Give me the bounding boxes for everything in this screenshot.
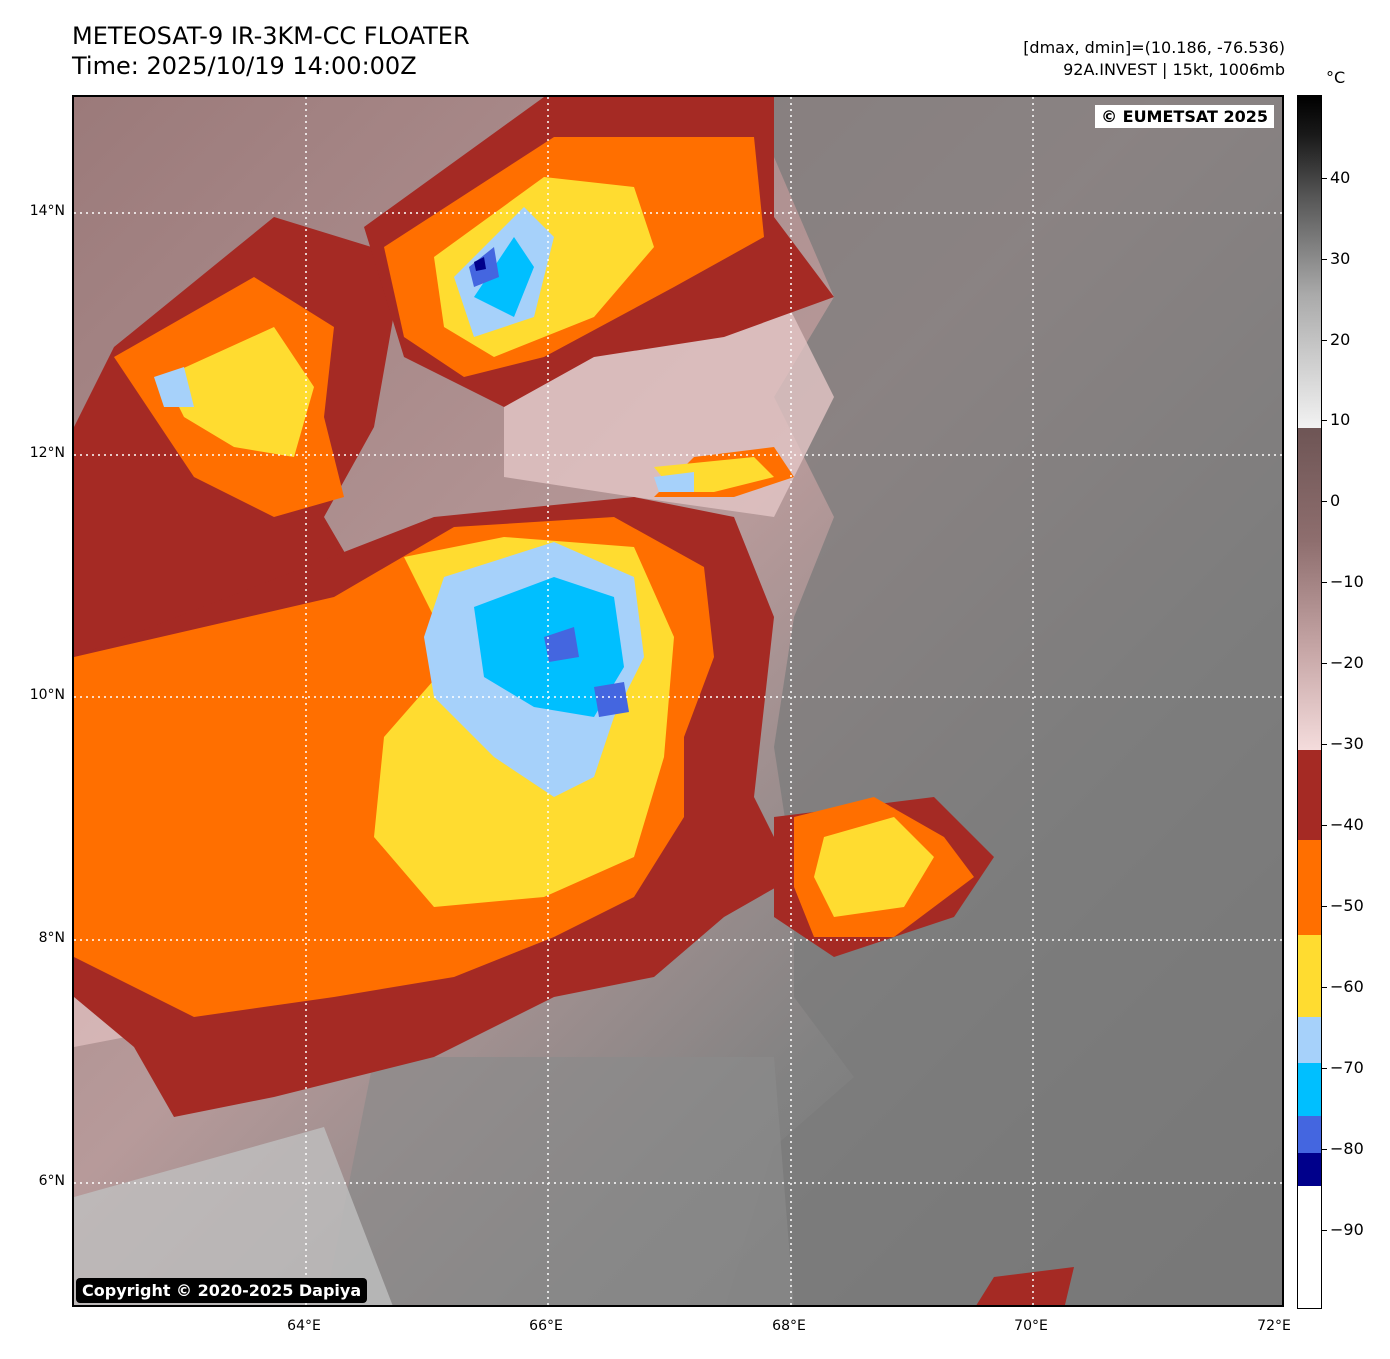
map-time: Time: 2025/10/19 14:00:00Z — [72, 52, 417, 80]
eumetsat-credit: © EUMETSAT 2025 — [1095, 105, 1274, 128]
colorbar-white — [1298, 1186, 1321, 1308]
cloud-se-dark-red — [976, 1267, 1074, 1305]
lon-label-64e: 64°E — [287, 1318, 321, 1334]
cb-tick-m70 — [1322, 1068, 1327, 1069]
graticule — [74, 97, 1282, 1305]
lat-label-12n: 12°N — [29, 445, 65, 461]
lat-label-8n: 8°N — [38, 930, 65, 946]
cloud-north-cyan — [474, 237, 534, 317]
cloud-band-light-blue — [654, 472, 694, 492]
lon-label-72e: 72°E — [1257, 1318, 1291, 1334]
cb-tick-10 — [1322, 420, 1327, 421]
colorbar-royal-blue — [1298, 1116, 1321, 1153]
lon-label-70e: 70°E — [1014, 1318, 1048, 1334]
cb-tick-m40 — [1322, 825, 1327, 826]
cb-tick-40 — [1322, 178, 1327, 179]
gray-region-south — [324, 1057, 794, 1305]
cb-tick-m80 — [1322, 1149, 1327, 1150]
cloud-core-royal-blue — [544, 627, 579, 662]
dmax-dmin-info: [dmax, dmin]=(10.186, -76.536) — [1023, 38, 1285, 57]
cb-label-m80: −80 — [1330, 1139, 1364, 1158]
cb-label-m70: −70 — [1330, 1058, 1364, 1077]
satellite-map: © EUMETSAT 2025 Copyright © 2020-2025 Da… — [72, 95, 1284, 1307]
colorbar-pink-segment — [1298, 428, 1321, 750]
cb-tick-m60 — [1322, 987, 1327, 988]
map-title: METEOSAT-9 IR-3KM-CC FLOATER — [72, 22, 470, 50]
cb-label-m20: −20 — [1330, 653, 1364, 672]
cb-tick-m90 — [1322, 1230, 1327, 1231]
lat-label-14n: 14°N — [29, 203, 65, 219]
colorbar-yellow — [1298, 935, 1321, 1017]
storm-info: 92A.INVEST | 15kt, 1006mb — [1063, 60, 1285, 79]
colorbar-dark-red — [1298, 750, 1321, 840]
colorbar-unit: °C — [1326, 68, 1346, 87]
gray-region-east — [725, 97, 1282, 1305]
cb-tick-m20 — [1322, 663, 1327, 664]
cb-label-m10: −10 — [1330, 572, 1364, 591]
dapiya-credit: Copyright © 2020-2025 Dapiya — [76, 1278, 368, 1303]
cb-label-10: 10 — [1330, 410, 1351, 429]
cloud-north-navy — [474, 257, 486, 271]
cb-label-30: 30 — [1330, 249, 1351, 268]
colorbar-navy — [1298, 1153, 1321, 1186]
lat-label-6n: 6°N — [38, 1173, 65, 1189]
lon-label-66e: 66°E — [529, 1318, 563, 1334]
cb-label-m30: −30 — [1330, 734, 1364, 753]
lon-label-68e: 68°E — [772, 1318, 806, 1334]
cb-tick-m50 — [1322, 906, 1327, 907]
ir-imagery — [74, 97, 1282, 1305]
colorbar-scale — [1298, 96, 1321, 1308]
cb-label-40: 40 — [1330, 168, 1351, 187]
colorbar-orange — [1298, 840, 1321, 935]
temperature-colorbar — [1297, 95, 1322, 1309]
colorbar-warm-segment — [1298, 96, 1321, 428]
cb-label-m90: −90 — [1330, 1220, 1364, 1239]
colorbar-light-blue — [1298, 1017, 1321, 1063]
cb-label-m60: −60 — [1330, 977, 1364, 996]
light-gray-sw — [74, 1127, 393, 1305]
cb-tick-m30 — [1322, 744, 1327, 745]
cloud-core-royal-blue-2 — [594, 682, 629, 717]
lat-label-10n: 10°N — [29, 687, 65, 703]
cloud-nw-light-blue — [154, 367, 194, 407]
cb-label-m40: −40 — [1330, 815, 1364, 834]
cb-label-0: 0 — [1330, 491, 1341, 510]
cb-tick-20 — [1322, 340, 1327, 341]
cb-tick-m10 — [1322, 582, 1327, 583]
cloud-nw-yellow — [164, 327, 314, 457]
colorbar-cyan — [1298, 1063, 1321, 1116]
cloud-east-yellow — [814, 817, 934, 917]
cb-label-20: 20 — [1330, 330, 1351, 349]
cb-tick-0 — [1322, 501, 1327, 502]
cb-tick-30 — [1322, 259, 1327, 260]
cb-label-m50: −50 — [1330, 896, 1364, 915]
